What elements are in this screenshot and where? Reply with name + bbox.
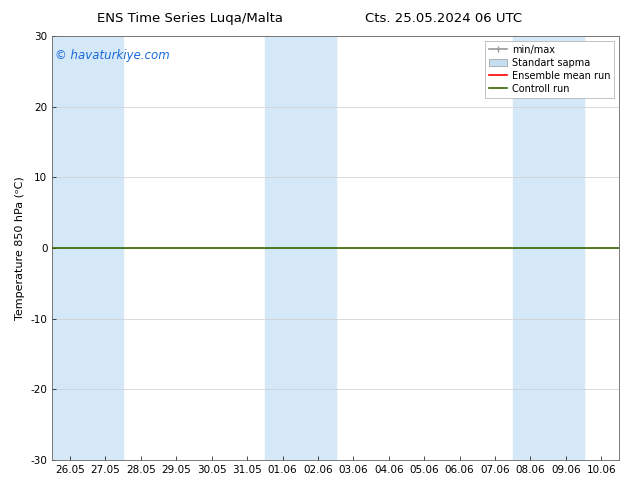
Bar: [513, 36, 548, 460]
Y-axis label: Temperature 850 hPa (ᵒC): Temperature 850 hPa (ᵒC): [15, 176, 25, 320]
Legend: min/max, Standart sapma, Ensemble mean run, Controll run: min/max, Standart sapma, Ensemble mean r…: [486, 41, 614, 98]
Bar: [301, 36, 335, 460]
Bar: [87, 36, 123, 460]
Text: Cts. 25.05.2024 06 UTC: Cts. 25.05.2024 06 UTC: [365, 12, 522, 25]
Text: © havaturkiye.com: © havaturkiye.com: [55, 49, 170, 62]
Text: ENS Time Series Luqa/Malta: ENS Time Series Luqa/Malta: [97, 12, 283, 25]
Bar: [265, 36, 301, 460]
Bar: [52, 36, 87, 460]
Bar: [548, 36, 583, 460]
